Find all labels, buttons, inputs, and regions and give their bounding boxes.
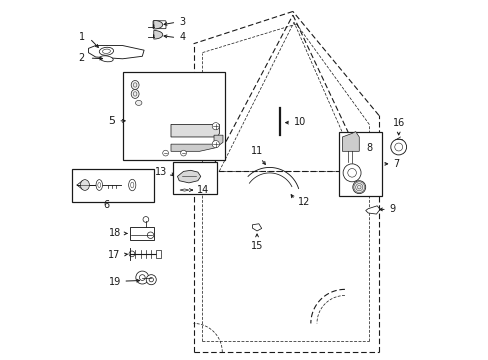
Text: 6: 6 [103,201,109,211]
Text: 19: 19 [108,277,121,287]
Bar [72,168,154,202]
Text: 4: 4 [179,32,185,42]
FancyBboxPatch shape [153,21,165,29]
Text: 13: 13 [155,167,167,177]
Bar [129,227,154,240]
Text: 16: 16 [392,118,404,128]
Bar [155,249,161,258]
Circle shape [390,139,406,155]
Ellipse shape [96,180,102,190]
Bar [173,162,216,194]
Text: 17: 17 [108,250,121,260]
Polygon shape [88,45,144,59]
Ellipse shape [131,81,139,89]
Polygon shape [365,206,379,214]
Polygon shape [171,135,223,151]
Text: 18: 18 [108,229,121,238]
Circle shape [352,181,365,194]
Polygon shape [153,31,163,39]
Circle shape [343,164,360,182]
Text: 1: 1 [79,32,85,41]
Text: 15: 15 [250,241,263,251]
Text: 14: 14 [197,185,209,195]
Text: 12: 12 [297,197,309,207]
Circle shape [212,140,219,148]
Circle shape [136,271,148,284]
Bar [338,132,381,196]
Circle shape [163,150,168,156]
Text: 9: 9 [388,204,395,215]
Bar [123,72,225,160]
Circle shape [146,275,156,285]
Text: 7: 7 [393,159,399,169]
Circle shape [212,123,219,130]
Text: 3: 3 [179,17,185,27]
Polygon shape [153,21,163,29]
Polygon shape [177,170,201,183]
Text: 8: 8 [366,143,372,153]
Polygon shape [180,189,188,191]
Text: 2: 2 [79,53,85,63]
Ellipse shape [80,180,89,190]
Text: 11: 11 [250,145,263,156]
Text: 5: 5 [108,116,115,126]
Polygon shape [252,224,261,231]
Ellipse shape [128,179,136,191]
Text: 10: 10 [293,117,305,127]
Polygon shape [171,125,219,137]
Circle shape [180,150,186,156]
Ellipse shape [100,56,113,62]
Polygon shape [342,132,359,151]
Ellipse shape [135,100,142,105]
Ellipse shape [131,89,139,98]
